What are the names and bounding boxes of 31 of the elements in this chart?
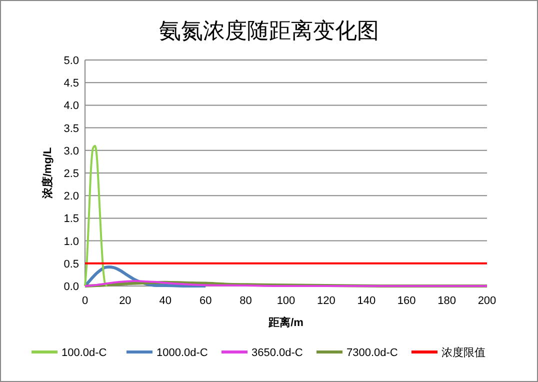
x-tick-label: 80 bbox=[240, 295, 252, 307]
x-tick-label: 140 bbox=[357, 295, 376, 307]
x-tick-label: 100 bbox=[276, 295, 296, 307]
x-axis-title: 距离/m bbox=[268, 316, 304, 329]
y-tick-label: 0.0 bbox=[64, 281, 79, 293]
line-series bbox=[84, 144, 108, 287]
legend-label: 3650.0d-C bbox=[252, 347, 303, 359]
y-tick-label: 0.5 bbox=[64, 258, 79, 270]
y-tick-label: 2.5 bbox=[64, 168, 79, 180]
y-tick-label: 4.5 bbox=[64, 78, 79, 90]
legend-label: 1000.0d-C bbox=[156, 347, 208, 359]
x-tick-label: 200 bbox=[478, 295, 496, 307]
y-tick-label: 3.5 bbox=[64, 122, 79, 135]
x-tick-label: 40 bbox=[159, 295, 172, 307]
legend-label: 浓度限值 bbox=[442, 346, 486, 359]
y-axis-title: 浓度/mg/L bbox=[41, 147, 54, 200]
x-tick-label: 120 bbox=[317, 295, 336, 307]
x-tick-label: 60 bbox=[199, 295, 212, 307]
chart-title: 氨氮浓度随距离变化图 bbox=[159, 19, 379, 44]
x-tick-label: 0 bbox=[82, 295, 88, 307]
y-tick-label: 4.0 bbox=[64, 100, 79, 112]
y-tick-label: 1.5 bbox=[64, 213, 79, 226]
y-tick-label: 5.0 bbox=[64, 55, 79, 67]
x-tick-label: 160 bbox=[397, 295, 416, 307]
legend-label: 7300.0d-C bbox=[346, 347, 398, 359]
legend-label: 100.0d-C bbox=[62, 347, 107, 359]
y-tick-label: 2.0 bbox=[64, 190, 79, 203]
y-tick-label: 1.0 bbox=[64, 236, 79, 248]
x-tick-label: 180 bbox=[438, 295, 456, 307]
y-tick-label: 3.0 bbox=[64, 145, 79, 158]
x-tick-label: 20 bbox=[119, 295, 132, 307]
